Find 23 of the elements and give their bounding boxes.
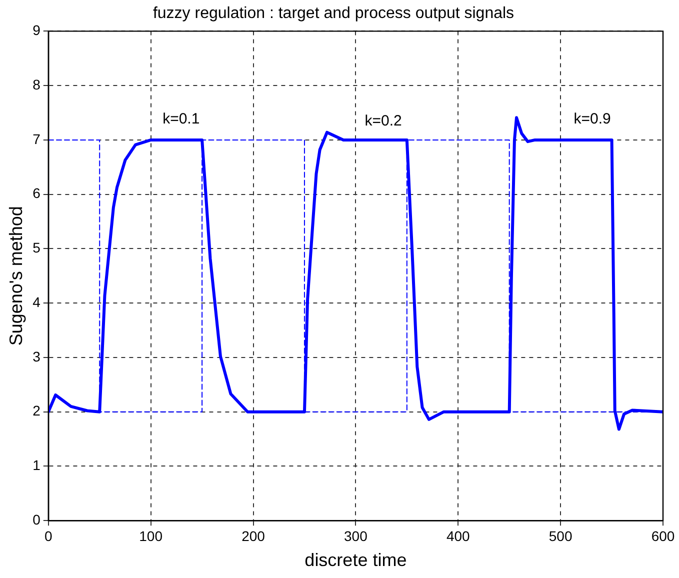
annotation: k=0.1 — [162, 110, 200, 128]
y-tick-label: 8 — [32, 76, 41, 92]
x-tick-label: 200 — [242, 528, 266, 544]
y-tick-label: 6 — [32, 185, 41, 202]
y-tick-label: 3 — [32, 348, 41, 364]
y-tick-label: 7 — [32, 130, 41, 147]
y-tick-label: 0 — [32, 511, 41, 528]
annotation: k=0.9 — [574, 110, 611, 128]
y-tick-label: 4 — [32, 294, 41, 310]
y-tick-label: 1 — [32, 457, 41, 474]
chart-title: fuzzy regulation : target and process output signals — [152, 5, 514, 22]
x-tick-label: 100 — [139, 528, 163, 544]
x-tick-label: 600 — [651, 528, 675, 544]
x-axis-title: discrete time — [304, 550, 407, 570]
y-tick-label: 2 — [32, 402, 41, 419]
y-tick-label: 9 — [32, 22, 41, 38]
annotation: k=0.2 — [364, 112, 402, 130]
x-tick-label: 400 — [446, 528, 470, 544]
y-tick-label: 5 — [32, 240, 41, 256]
x-tick-label: 0 — [44, 528, 52, 544]
x-tick-label: 500 — [548, 528, 572, 544]
x-tick-label: 300 — [344, 528, 368, 544]
y-axis-title: Sugeno's method — [6, 206, 26, 346]
